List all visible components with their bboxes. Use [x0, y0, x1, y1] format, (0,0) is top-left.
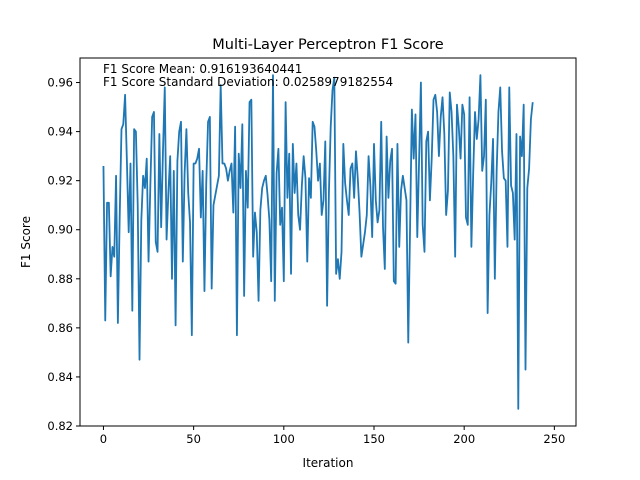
axes-frame: [79, 57, 577, 427]
x-axis: 0 50 100 150 200 250: [100, 426, 565, 446]
chart-title: Multi-Layer Perceptron F1 Score: [212, 37, 443, 53]
x-tick-label: 200: [453, 432, 475, 446]
plot-area: [79, 57, 577, 427]
x-tick-label: 0: [100, 432, 107, 446]
y-tick-label: 0.96: [47, 76, 73, 90]
x-tick-label: 250: [543, 432, 565, 446]
mean-annotation: F1 Score Mean: 0.916193640441: [103, 62, 302, 76]
y-tick-label: 0.94: [47, 125, 73, 139]
x-tick-label: 150: [363, 432, 385, 446]
std-annotation: F1 Score Standard Deviation: 0.025897918…: [103, 75, 393, 89]
y-tick-label: 0.92: [47, 174, 73, 188]
y-axis-label: F1 Score: [19, 216, 33, 268]
y-tick-label: 0.86: [47, 321, 73, 335]
x-tick-label: 100: [273, 432, 295, 446]
y-axis: 0.82 0.84 0.86 0.88 0.90 0.92 0.94 0.96: [47, 76, 80, 433]
y-tick-label: 0.88: [47, 272, 73, 286]
x-axis-label: Iteration: [303, 456, 354, 470]
y-tick-label: 0.90: [47, 223, 73, 237]
y-tick-label: 0.82: [47, 419, 73, 433]
series-layer: [102, 74, 534, 410]
y-tick-label: 0.84: [47, 370, 73, 384]
series-line-0: [102, 74, 534, 410]
x-tick-label: 50: [186, 432, 201, 446]
